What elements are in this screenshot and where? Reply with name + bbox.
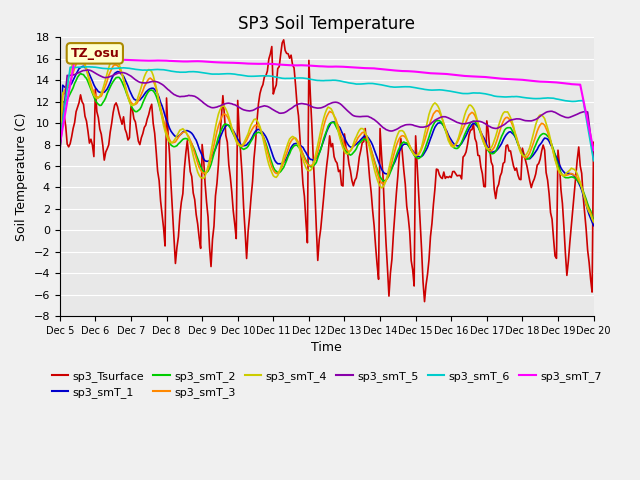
sp3_smT_5 [391,127,399,133]
Line: sp3_smT_1: sp3_smT_1 [60,66,593,226]
sp3_smT_1 [56,139,63,145]
Line: sp3_smT_5: sp3_smT_5 [60,70,593,159]
sp3_smT_2 [71,81,79,86]
sp3_smT_4 [391,140,399,146]
sp3_Tsurface [391,211,399,216]
sp3_Tsurface [362,126,369,132]
sp3_smT_1 [589,223,597,228]
Legend: sp3_Tsurface, sp3_smT_1, sp3_smT_2, sp3_smT_3, sp3_smT_4, sp3_smT_5, sp3_smT_6, : sp3_Tsurface, sp3_smT_1, sp3_smT_2, sp3_… [47,366,606,402]
sp3_smT_6 [362,81,369,86]
Y-axis label: Soil Temperature (C): Soil Temperature (C) [15,112,28,241]
sp3_smT_2 [379,178,387,184]
sp3_Tsurface [589,139,597,145]
sp3_smT_5 [526,118,534,124]
sp3_smT_4 [157,108,164,114]
sp3_smT_6 [56,140,63,146]
sp3_smT_6 [391,84,399,90]
sp3_smT_5 [84,67,92,73]
Line: sp3_smT_4: sp3_smT_4 [60,54,593,222]
sp3_smT_2 [157,108,164,114]
sp3_smT_5 [379,125,387,131]
Line: sp3_smT_2: sp3_smT_2 [60,73,593,220]
sp3_smT_6 [526,96,534,101]
sp3_smT_3 [71,65,79,71]
sp3_smT_2 [391,157,399,163]
sp3_smT_2 [56,149,63,155]
sp3_Tsurface [379,174,387,180]
sp3_smT_4 [76,51,83,57]
sp3_smT_7 [86,56,93,62]
sp3_Tsurface [156,178,163,183]
sp3_smT_7 [379,66,387,72]
sp3_smT_3 [76,56,83,62]
Line: sp3_Tsurface: sp3_Tsurface [60,40,593,301]
sp3_smT_3 [56,146,63,152]
sp3_smT_6 [84,64,92,70]
sp3_smT_5 [362,113,369,119]
sp3_smT_2 [589,217,597,223]
sp3_smT_7 [56,142,63,147]
sp3_smT_4 [71,56,79,61]
sp3_smT_7 [391,68,399,73]
sp3_smT_7 [362,65,369,71]
sp3_smT_3 [526,150,534,156]
sp3_Tsurface [420,299,428,304]
X-axis label: Time: Time [311,341,342,354]
sp3_Tsurface [56,88,63,94]
Line: sp3_smT_7: sp3_smT_7 [60,59,593,150]
sp3_smT_7 [526,78,534,84]
sp3_smT_1 [79,63,87,69]
sp3_smT_1 [379,169,387,175]
sp3_smT_7 [71,56,79,62]
sp3_Tsurface [71,120,79,125]
sp3_smT_2 [77,71,84,76]
sp3_smT_6 [379,83,387,88]
sp3_smT_1 [391,159,399,165]
sp3_smT_4 [526,144,534,150]
sp3_smT_7 [157,58,164,63]
sp3_smT_3 [589,219,597,225]
sp3_smT_1 [157,100,164,106]
sp3_smT_5 [157,81,164,86]
Line: sp3_smT_6: sp3_smT_6 [60,67,593,161]
sp3_smT_1 [362,133,369,139]
sp3_smT_6 [71,64,79,70]
sp3_smT_2 [362,136,369,142]
sp3_smT_4 [362,130,369,135]
sp3_Tsurface [527,185,535,191]
sp3_smT_5 [71,72,79,77]
sp3_smT_3 [362,131,369,137]
Title: SP3 Soil Temperature: SP3 Soil Temperature [238,15,415,33]
sp3_smT_1 [71,74,79,80]
sp3_smT_5 [56,149,63,155]
sp3_smT_3 [379,181,387,187]
Line: sp3_smT_3: sp3_smT_3 [60,59,593,222]
sp3_smT_1 [526,156,534,162]
Text: TZ_osu: TZ_osu [70,47,119,60]
sp3_Tsurface [280,37,287,43]
sp3_smT_4 [379,184,387,190]
sp3_smT_3 [391,148,399,154]
sp3_smT_6 [157,67,164,72]
sp3_smT_4 [56,147,63,153]
sp3_smT_6 [589,158,597,164]
sp3_smT_2 [526,155,534,161]
sp3_smT_3 [157,105,164,111]
sp3_smT_5 [589,156,597,162]
sp3_smT_4 [589,219,597,225]
sp3_smT_7 [589,147,597,153]
